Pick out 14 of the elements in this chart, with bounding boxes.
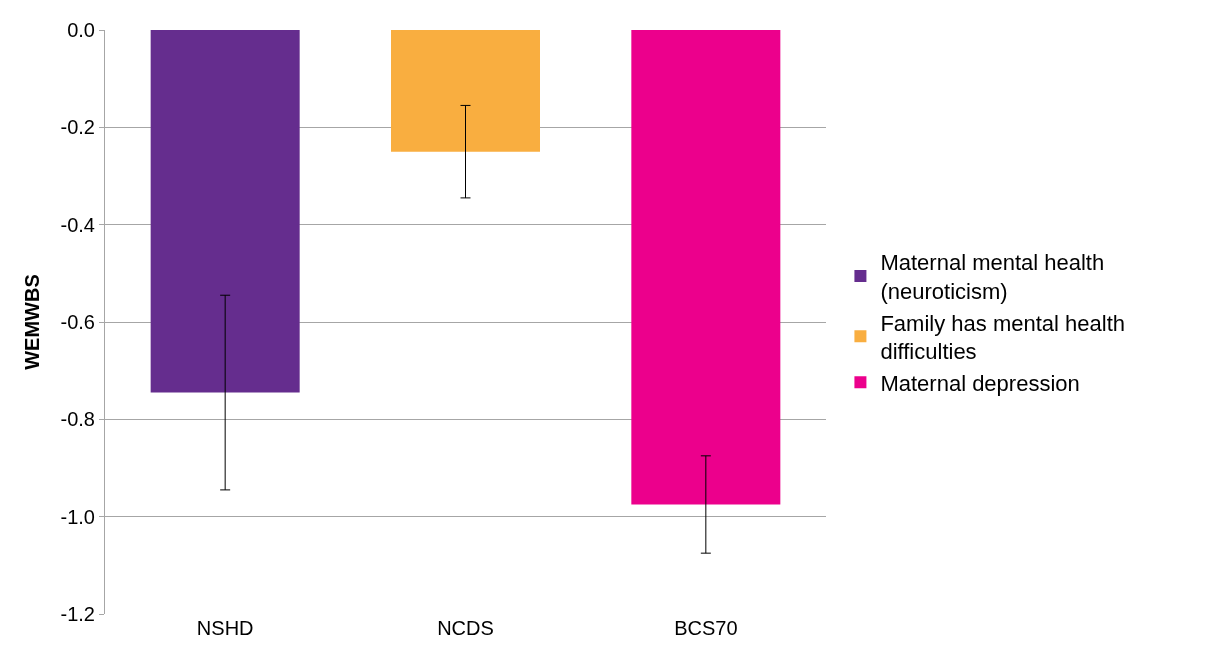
y-tick-label: 0.0 (67, 19, 95, 41)
legend-label: Family has mental health difficulties (880, 310, 1125, 365)
x-tick-label: NCDS (437, 617, 494, 639)
y-tick-label: -0.6 (60, 311, 95, 333)
y-tick-label: -0.2 (60, 116, 95, 139)
x-tick-label: BCS70 (674, 617, 738, 639)
y-axis-title: WEMWBS (21, 274, 44, 370)
y-tick-label: -0.8 (60, 408, 95, 431)
legend-label: Maternal depression (880, 370, 1080, 396)
legend-label: Maternal mental health (neuroticism) (880, 250, 1105, 304)
y-tick-label: -0.4 (60, 213, 95, 236)
y-tick-label: -1.2 (60, 603, 95, 625)
y-tick-label: -1.0 (60, 505, 95, 528)
x-tick-label: NSHD (196, 617, 254, 639)
